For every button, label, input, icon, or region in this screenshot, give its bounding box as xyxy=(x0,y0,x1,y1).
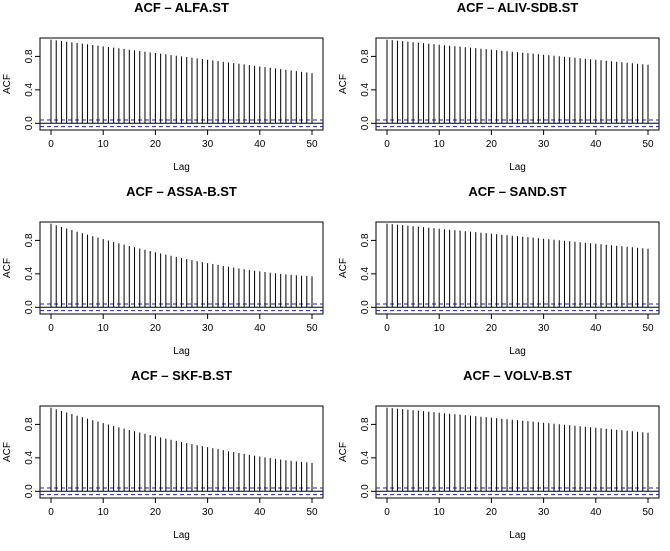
x-tick-label: 20 xyxy=(486,323,498,334)
y-axis-label: ACF xyxy=(338,258,349,278)
y-axis-label: ACF xyxy=(338,74,349,94)
y-tick-label: 0.8 xyxy=(24,49,35,63)
x-tick-label: 10 xyxy=(98,323,110,334)
acf-panel-6: ACF – VOLV-B.ST 0 10 20 30 40 50 0.0 0.4 0.8 Lag AC… xyxy=(338,368,660,541)
y-axis-label: ACF xyxy=(338,442,349,462)
x-tick-label: 0 xyxy=(48,323,54,334)
acf-panel-4: ACF – SAND.ST 0 10 20 30 40 50 0.0 0.4 0.8 Lag ACF xyxy=(338,184,660,357)
x-axis-label: Lag xyxy=(173,530,190,541)
x-tick-label: 40 xyxy=(254,507,266,518)
y-tick-label: 0.0 xyxy=(24,300,35,314)
x-tick-label: 0 xyxy=(384,507,390,518)
x-tick-label: 10 xyxy=(98,507,110,518)
x-tick-label: 20 xyxy=(150,139,162,150)
y-tick-label: 0.8 xyxy=(360,233,371,247)
x-tick-label: 50 xyxy=(642,507,654,518)
plot-frame xyxy=(39,405,324,499)
y-axis-label: ACF xyxy=(2,442,13,462)
y-axis-label: ACF xyxy=(2,258,13,278)
x-axis-label: Lag xyxy=(509,162,526,173)
x-tick-label: 30 xyxy=(202,139,214,150)
chart-title: ACF – VOLV-B.ST xyxy=(463,368,572,383)
plot-frame xyxy=(375,405,660,499)
y-tick-label: 0.8 xyxy=(360,417,371,431)
x-tick-label: 40 xyxy=(254,323,266,334)
y-axis-label: ACF xyxy=(2,74,13,94)
plot-frame xyxy=(39,37,324,131)
y-tick-label: 0.8 xyxy=(24,417,35,431)
acf-panel-5: ACF – SKF-B.ST 0 10 20 30 40 50 0.0 0.4 0.8 Lag ACF xyxy=(2,368,324,541)
y-tick-label: 0.4 xyxy=(360,266,371,280)
chart-title: ACF – SKF-B.ST xyxy=(131,368,232,383)
y-tick-label: 0.4 xyxy=(24,82,35,96)
x-tick-label: 20 xyxy=(486,507,498,518)
x-axis-label: Lag xyxy=(509,530,526,541)
y-tick-label: 0.8 xyxy=(360,49,371,63)
plot-frame xyxy=(375,221,660,315)
y-tick-label: 0.4 xyxy=(360,450,371,464)
acf-panel-2: ACF – ALIV-SDB.ST 0 10 20 30 40 50 0.0 0.4 0.8 Lag… xyxy=(338,0,660,173)
acf-panel-1: ACF – ALFA.ST 0 10 20 30 40 50 0.0 0.4 0.8 Lag ACF xyxy=(2,0,324,173)
x-tick-label: 40 xyxy=(590,507,602,518)
x-axis-label: Lag xyxy=(173,162,190,173)
y-tick-label: 0.0 xyxy=(24,116,35,130)
x-tick-label: 40 xyxy=(590,139,602,150)
x-tick-label: 30 xyxy=(202,323,214,334)
chart-title: ACF – ALIV-SDB.ST xyxy=(457,0,579,15)
x-tick-label: 20 xyxy=(150,323,162,334)
x-tick-label: 10 xyxy=(98,139,110,150)
x-tick-label: 50 xyxy=(642,323,654,334)
x-tick-label: 20 xyxy=(486,139,498,150)
x-tick-label: 30 xyxy=(538,507,550,518)
acf-panel-3: ACF – ASSA-B.ST 0 10 20 30 40 50 0.0 0.4 0.8 Lag AC… xyxy=(2,184,324,357)
y-tick-label: 0.0 xyxy=(24,484,35,498)
y-tick-label: 0.8 xyxy=(24,233,35,247)
plot-frame xyxy=(39,221,324,315)
x-tick-label: 30 xyxy=(202,507,214,518)
y-tick-label: 0.4 xyxy=(24,266,35,280)
x-tick-label: 10 xyxy=(434,507,446,518)
chart-title: ACF – ALFA.ST xyxy=(134,0,229,15)
y-tick-label: 0.0 xyxy=(360,300,371,314)
x-tick-label: 50 xyxy=(306,507,318,518)
x-tick-label: 50 xyxy=(642,139,654,150)
x-tick-label: 0 xyxy=(384,323,390,334)
x-tick-label: 30 xyxy=(538,323,550,334)
y-tick-label: 0.0 xyxy=(360,116,371,130)
x-tick-label: 10 xyxy=(434,323,446,334)
x-tick-label: 50 xyxy=(306,139,318,150)
y-tick-label: 0.4 xyxy=(360,82,371,96)
y-tick-label: 0.4 xyxy=(24,450,35,464)
x-axis-label: Lag xyxy=(509,346,526,357)
x-tick-label: 40 xyxy=(590,323,602,334)
x-tick-label: 40 xyxy=(254,139,266,150)
x-tick-label: 20 xyxy=(150,507,162,518)
x-axis-label: Lag xyxy=(173,346,190,357)
x-tick-label: 0 xyxy=(384,139,390,150)
x-tick-label: 50 xyxy=(306,323,318,334)
x-tick-label: 0 xyxy=(48,139,54,150)
chart-title: ACF – ASSA-B.ST xyxy=(126,184,237,199)
x-tick-label: 10 xyxy=(434,139,446,150)
x-tick-label: 30 xyxy=(538,139,550,150)
plot-frame xyxy=(375,37,660,131)
chart-title: ACF – SAND.ST xyxy=(468,184,566,199)
x-tick-label: 0 xyxy=(48,507,54,518)
y-tick-label: 0.0 xyxy=(360,484,371,498)
